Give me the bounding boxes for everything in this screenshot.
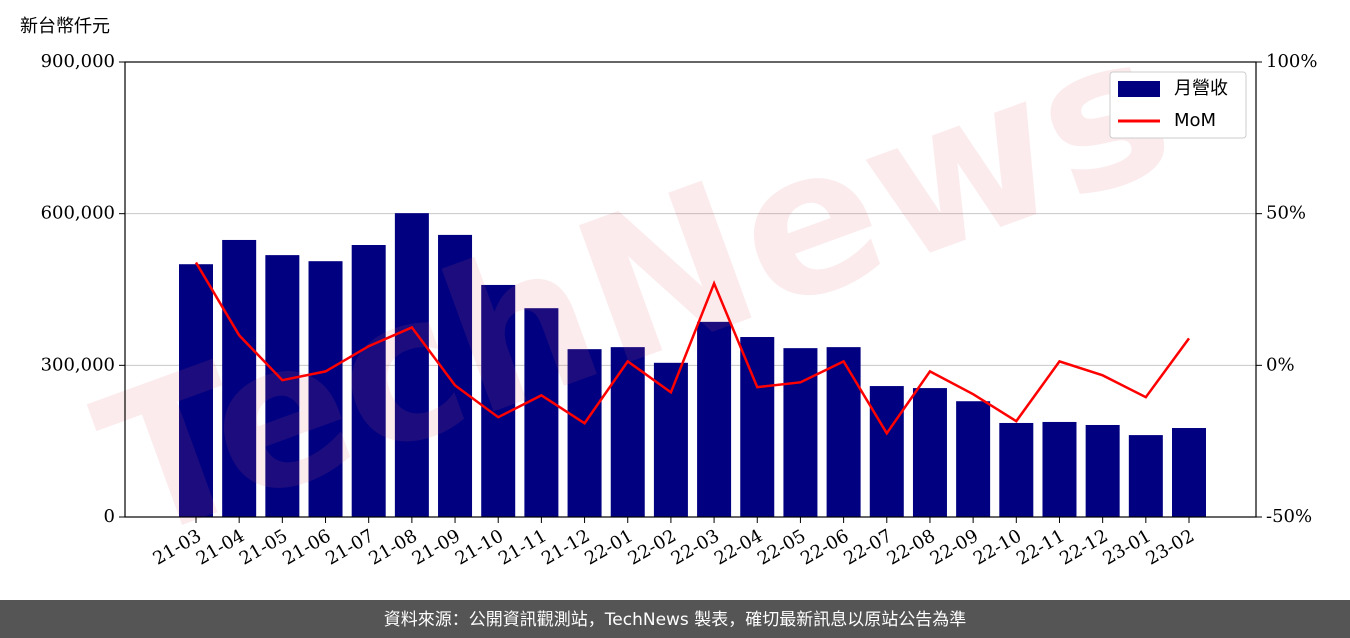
y-tick-label: 600,000 <box>41 203 115 224</box>
x-tick-label: 21-10 <box>452 525 507 569</box>
bar <box>222 239 257 517</box>
x-tick-label: 22-04 <box>711 525 766 569</box>
plot-frame <box>124 61 1257 518</box>
bar <box>1042 421 1077 517</box>
footer-text: 資料來源：公開資訊觀測站，TechNews 製表，確切最新訊息以原站公告為準 <box>384 610 966 630</box>
bar <box>351 245 386 517</box>
x-tick-label: 22-07 <box>840 525 895 569</box>
legend-swatch <box>1118 81 1160 97</box>
bar <box>783 348 818 517</box>
bar <box>869 386 904 517</box>
legend-label: MoM <box>1174 110 1216 131</box>
x-tick-label: 21-11 <box>495 525 550 569</box>
x-tick-label: 22-10 <box>970 525 1025 569</box>
y-tick-label: 300,000 <box>41 354 115 375</box>
bar <box>394 213 429 517</box>
bar <box>697 321 732 517</box>
bar <box>524 308 559 517</box>
bar <box>481 284 516 517</box>
y2-tick-label: 0% <box>1266 354 1295 375</box>
bar <box>610 347 645 517</box>
bar <box>1085 424 1120 517</box>
x-tick-label: 22-01 <box>581 525 636 569</box>
line <box>194 261 1191 436</box>
y2-tick-label: 50% <box>1266 203 1306 224</box>
bar <box>308 261 343 517</box>
bar <box>438 234 473 517</box>
x-tick-label: 23-02 <box>1143 525 1198 569</box>
bar <box>265 255 300 517</box>
bar <box>567 349 602 517</box>
y2-tick-label: 100% <box>1266 51 1317 72</box>
bar <box>912 388 947 517</box>
legend-label: 月營收 <box>1174 78 1228 99</box>
x-tick-label: 23-01 <box>1099 525 1154 569</box>
bar <box>653 362 688 517</box>
bar <box>179 264 213 517</box>
x-tick-label: 21-08 <box>365 525 420 569</box>
legend: 月營收 MoM <box>1109 71 1247 139</box>
x-tick-label: 22-11 <box>1013 525 1068 569</box>
x-tick-label: 21-09 <box>409 525 464 569</box>
x-tick-label: 22-06 <box>797 525 852 569</box>
x-tick-label: 22-12 <box>1056 525 1111 569</box>
y2-tick-label: -50% <box>1266 506 1312 527</box>
bar <box>740 337 775 517</box>
x-tick-label: 22-09 <box>927 525 982 569</box>
x-tick-label: 21-12 <box>538 525 593 569</box>
footer-bar <box>0 600 1350 638</box>
x-tick-label: 22-05 <box>754 525 809 569</box>
bar <box>1128 435 1163 517</box>
x-tick-label: 22-02 <box>624 525 679 569</box>
x-tick-label: 21-07 <box>322 525 377 569</box>
x-tick-label: 22-08 <box>884 525 939 569</box>
y-tick-label: 900,000 <box>41 51 115 72</box>
y-axis-unit: 新台幣仟元 <box>20 16 110 37</box>
x-tick-label: 22-03 <box>668 525 723 569</box>
y-tick-label: 0 <box>104 506 115 527</box>
bar <box>956 401 991 517</box>
bar <box>826 347 861 517</box>
bar <box>1172 428 1206 517</box>
bar <box>999 422 1034 517</box>
